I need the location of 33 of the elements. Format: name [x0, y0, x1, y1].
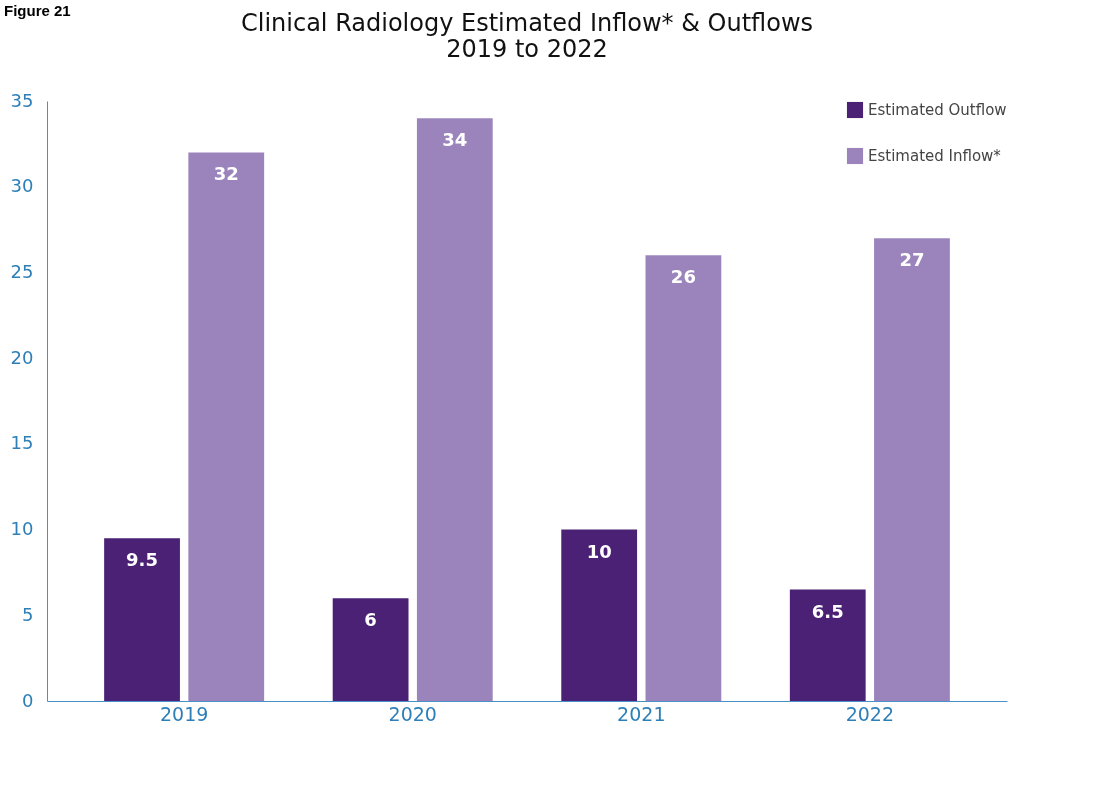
bar — [188, 152, 265, 701]
data-label: 10 — [586, 540, 612, 562]
y-tick-label: 0 — [22, 689, 34, 711]
legend-label: Estimated Inflow* — [868, 147, 1002, 165]
bar — [416, 118, 493, 701]
data-label: 9.5 — [126, 549, 158, 571]
bar — [874, 238, 950, 701]
y-tick-label: 5 — [22, 603, 34, 625]
legend-label: Estimated Outflow — [868, 101, 1007, 119]
bar — [789, 589, 866, 701]
data-label: 27 — [899, 249, 925, 271]
chart-title: Clinical Radiology Estimated Inflow* & Outflows — [240, 9, 814, 37]
data-label: 6.5 — [811, 600, 844, 622]
x-tick-label: 2020 — [388, 702, 437, 725]
data-label: 6 — [364, 609, 377, 631]
y-tick-label: 30 — [10, 175, 34, 197]
chart-subtitle: 2019 to 2022 — [446, 35, 608, 63]
y-tick-label: 35 — [10, 89, 34, 111]
data-label: 26 — [670, 266, 696, 288]
x-tick-label: 2022 — [845, 702, 895, 725]
bar — [561, 529, 638, 701]
bar — [104, 538, 180, 701]
y-tick-label: 20 — [10, 346, 34, 368]
y-tick-label: 15 — [10, 432, 34, 454]
x-tick-label: 2021 — [617, 702, 666, 725]
y-tick-label: 25 — [10, 260, 34, 282]
bar — [332, 598, 409, 701]
caption: Figure 21 — [4, 2, 71, 19]
x-tick-label: 2019 — [159, 702, 209, 725]
data-label: 34 — [442, 129, 468, 151]
data-label: 32 — [213, 163, 239, 185]
y-tick-label: 10 — [10, 518, 34, 540]
bar — [645, 255, 722, 701]
